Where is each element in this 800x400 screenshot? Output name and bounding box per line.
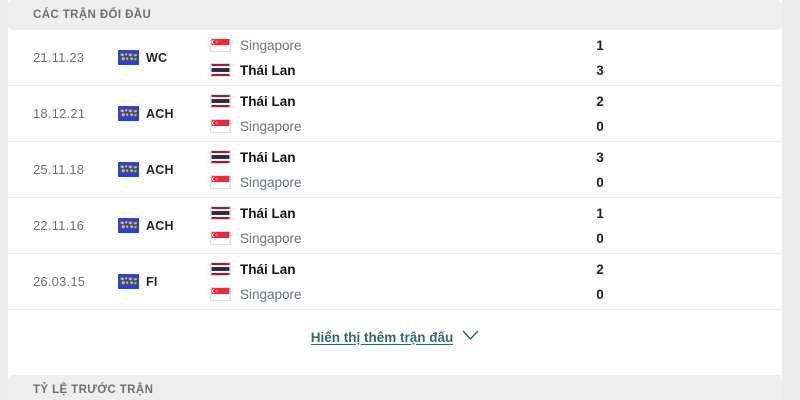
team-line-away: Thái Lan [210, 62, 482, 78]
match-row[interactable]: 26.03.15 FI Thái Lan [8, 254, 782, 310]
score-line-home: 2 [482, 261, 782, 277]
team-name: Thái Lan [240, 261, 296, 277]
match-row[interactable]: 18.12.21 ACH Thái Lan [8, 86, 782, 142]
thailand-flag-icon [210, 94, 231, 108]
match-date: 21.11.23 [33, 50, 85, 65]
score-line-home: 3 [482, 149, 782, 165]
scores-cell: 1 0 [482, 205, 782, 246]
score-line-away: 0 [482, 230, 782, 246]
competition-name: ACH [146, 106, 174, 121]
score-value: 0 [596, 174, 604, 190]
scores-cell: 2 0 [482, 93, 782, 134]
match-row[interactable]: 21.11.23 WC Singapore [8, 30, 782, 86]
singapore-flag-icon [210, 287, 231, 301]
score-line-home: 2 [482, 93, 782, 109]
team-name: Thái Lan [240, 62, 296, 78]
scores-cell: 1 3 [482, 37, 782, 78]
teams-cell: Singapore Thái Lan [188, 37, 482, 78]
head-to-head-card: Các trận đối đầu 21.11.23 WC [8, 0, 782, 400]
score-value: 2 [596, 93, 604, 109]
team-name: Singapore [240, 37, 302, 53]
singapore-flag-icon [210, 231, 231, 245]
score-value: 0 [596, 286, 604, 302]
competition-name: ACH [146, 162, 174, 177]
section-header-pre-match-odds: Tỷ lệ trước trận [8, 375, 782, 400]
show-more-row[interactable]: Hiển thị thêm trận đấu [8, 310, 782, 364]
team-name: Singapore [240, 286, 302, 302]
scores-cell: 3 0 [482, 149, 782, 190]
competition-cell[interactable]: FI [118, 274, 188, 289]
team-line-away: Singapore [210, 174, 482, 190]
score-line-away: 0 [482, 118, 782, 134]
section-header-head-to-head: Các trận đối đầu [8, 0, 782, 30]
match-date: 18.12.21 [33, 106, 86, 121]
match-row[interactable]: 22.11.16 ACH Thái Lan [8, 198, 782, 254]
team-name: Singapore [240, 118, 302, 134]
competition-name: ACH [146, 218, 174, 233]
score-line-away: 3 [482, 62, 782, 78]
score-value: 0 [596, 230, 604, 246]
teams-cell: Thái Lan Singapore [188, 93, 482, 134]
competition-name: FI [146, 274, 158, 289]
section-title: Các trận đối đầu [33, 9, 152, 21]
team-name: Thái Lan [240, 93, 296, 109]
score-line-home: 1 [482, 37, 782, 53]
team-line-away: Singapore [210, 230, 482, 246]
world-map-badge-icon [118, 274, 139, 289]
score-value: 1 [596, 205, 604, 221]
chevron-down-icon[interactable] [462, 328, 479, 346]
world-map-badge-icon [118, 218, 139, 233]
team-name: Singapore [240, 174, 302, 190]
world-map-badge-icon [118, 106, 139, 121]
competition-cell[interactable]: WC [118, 50, 188, 65]
section-title: Tỷ lệ trước trận [33, 384, 154, 396]
teams-cell: Thái Lan Singapore [188, 205, 482, 246]
score-line-away: 0 [482, 286, 782, 302]
team-line-home: Singapore [210, 37, 482, 53]
thailand-flag-icon [210, 63, 231, 77]
team-line-home: Thái Lan [210, 149, 482, 165]
team-line-away: Singapore [210, 286, 482, 302]
competition-cell[interactable]: ACH [118, 218, 188, 233]
singapore-flag-icon [210, 119, 231, 133]
show-more-matches-link[interactable]: Hiển thị thêm trận đấu [310, 329, 454, 345]
team-line-home: Thái Lan [210, 93, 482, 109]
scores-cell: 2 0 [482, 261, 782, 302]
score-value: 3 [596, 62, 604, 78]
world-map-badge-icon [118, 50, 139, 65]
match-date: 25.11.18 [33, 162, 85, 177]
thailand-flag-icon [210, 262, 231, 276]
team-name: Thái Lan [240, 205, 296, 221]
match-list: 21.11.23 WC Singapore [8, 30, 782, 310]
team-name: Thái Lan [240, 149, 296, 165]
team-line-home: Thái Lan [210, 261, 482, 277]
thailand-flag-icon [210, 206, 231, 220]
team-line-home: Thái Lan [210, 205, 482, 221]
competition-cell[interactable]: ACH [118, 162, 188, 177]
world-map-badge-icon [118, 162, 139, 177]
match-date: 22.11.16 [33, 218, 85, 233]
teams-cell: Thái Lan Singapore [188, 261, 482, 302]
match-row[interactable]: 25.11.18 ACH Thái Lan [8, 142, 782, 198]
team-line-away: Singapore [210, 118, 482, 134]
team-name: Singapore [240, 230, 302, 246]
score-line-home: 1 [482, 205, 782, 221]
score-value: 2 [596, 261, 604, 277]
score-value: 1 [596, 37, 604, 53]
score-value: 3 [596, 149, 604, 165]
competition-cell[interactable]: ACH [118, 106, 188, 121]
competition-name: WC [146, 50, 168, 65]
teams-cell: Thái Lan Singapore [188, 149, 482, 190]
singapore-flag-icon [210, 38, 231, 52]
score-value: 0 [596, 118, 604, 134]
singapore-flag-icon [210, 175, 231, 189]
match-date: 26.03.15 [33, 274, 86, 289]
score-line-away: 0 [482, 174, 782, 190]
thailand-flag-icon [210, 150, 231, 164]
